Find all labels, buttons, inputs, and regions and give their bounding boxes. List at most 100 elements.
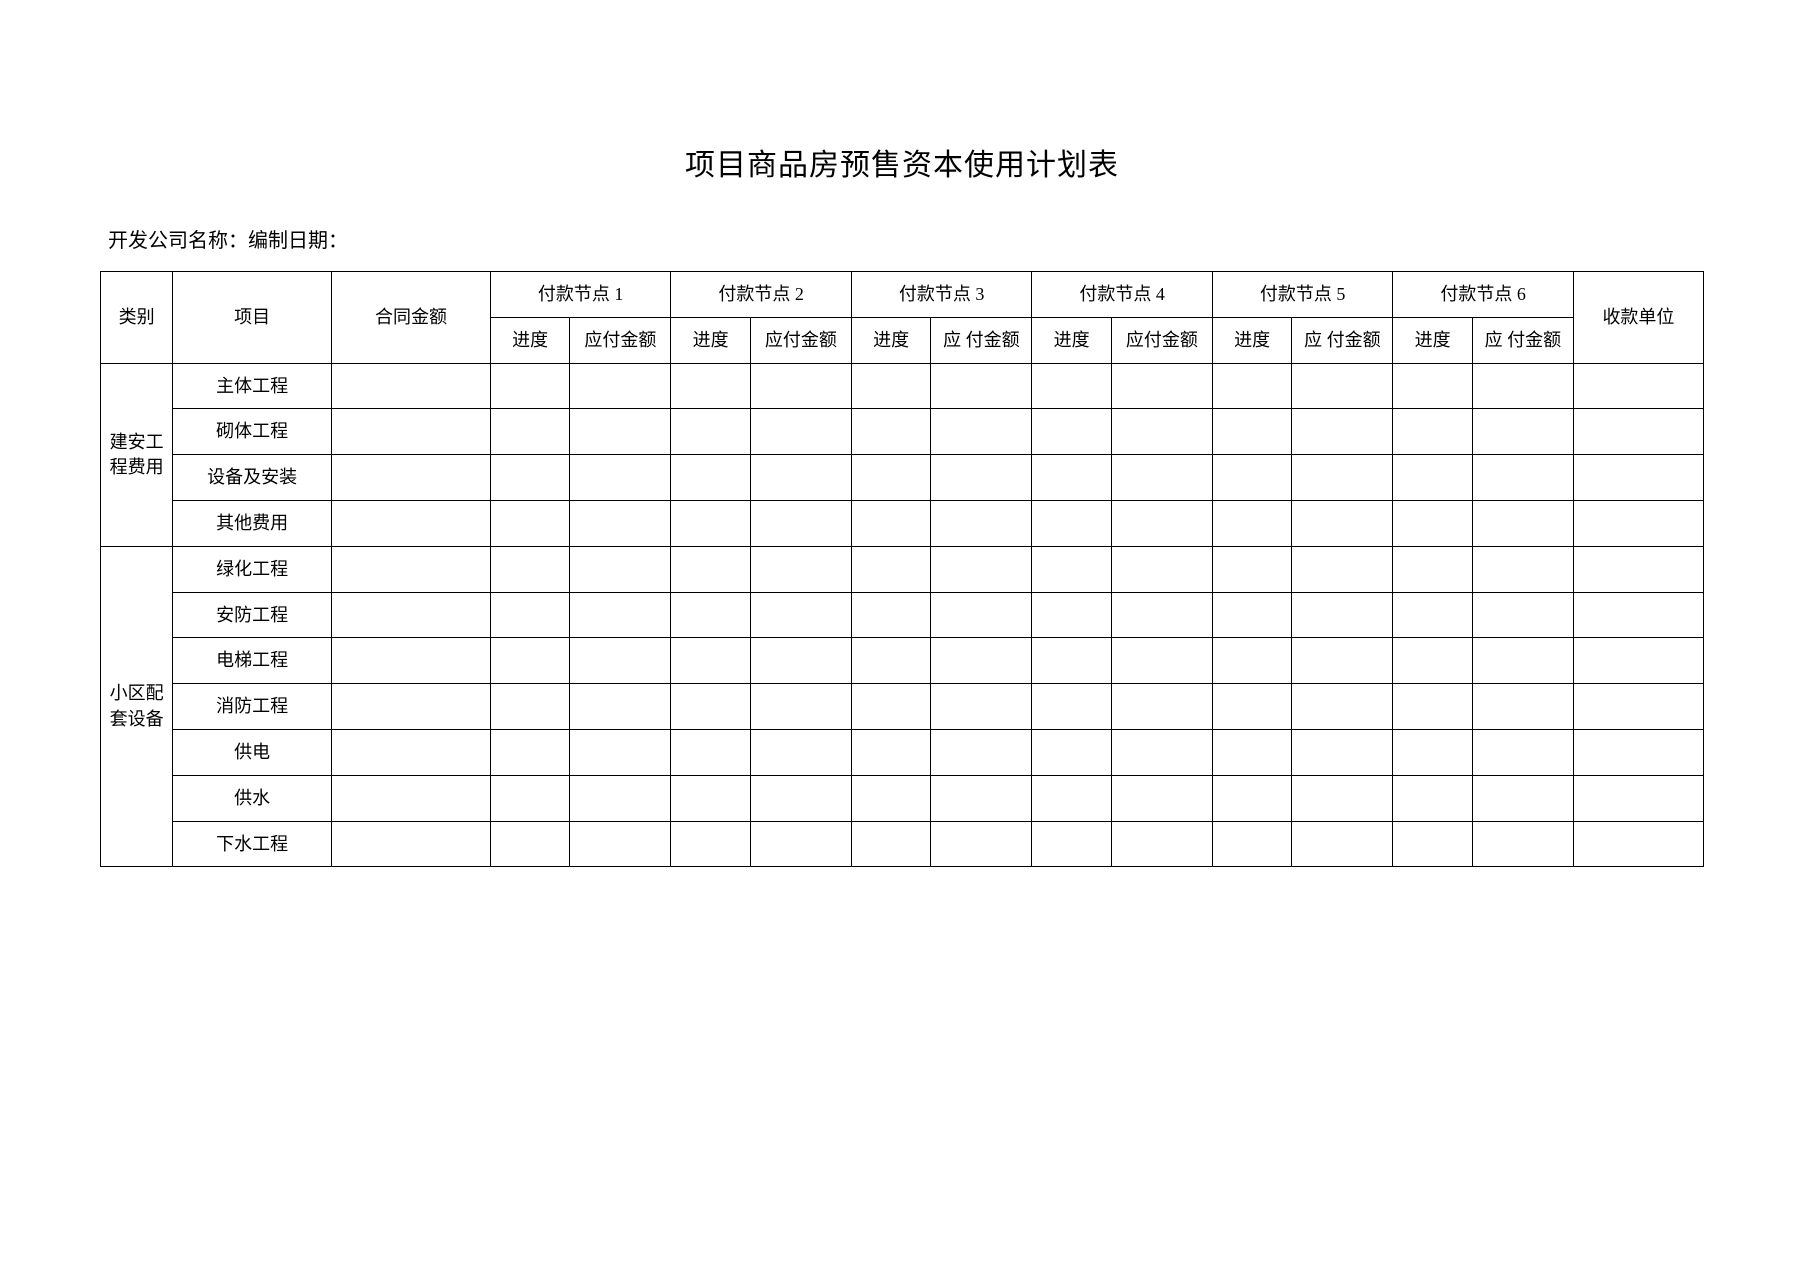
th-pay-4: 应付金额 xyxy=(1111,317,1212,363)
cell xyxy=(1212,684,1291,730)
th-prog-1: 进度 xyxy=(490,317,569,363)
cell xyxy=(1292,546,1393,592)
cell xyxy=(1212,775,1291,821)
cell xyxy=(1212,455,1291,501)
cell xyxy=(490,363,569,409)
item-cell: 绿化工程 xyxy=(173,546,332,592)
cell xyxy=(332,455,491,501)
cell xyxy=(332,729,491,775)
item-cell: 安防工程 xyxy=(173,592,332,638)
cell xyxy=(1472,775,1573,821)
cell xyxy=(1393,500,1472,546)
cell xyxy=(1472,455,1573,501)
cell xyxy=(1472,500,1573,546)
table-row: 电梯工程 xyxy=(101,638,1704,684)
cell xyxy=(1573,775,1703,821)
cell xyxy=(1032,821,1111,867)
cell xyxy=(1212,729,1291,775)
cell xyxy=(490,684,569,730)
cell xyxy=(1032,500,1111,546)
th-prog-2: 进度 xyxy=(671,317,750,363)
cell xyxy=(1212,638,1291,684)
cell xyxy=(1472,409,1573,455)
th-pay-5: 应 付金额 xyxy=(1292,317,1393,363)
table-row: 其他费用 xyxy=(101,500,1704,546)
table-row: 供水 xyxy=(101,775,1704,821)
cell xyxy=(750,363,851,409)
cell xyxy=(931,638,1032,684)
cell xyxy=(1393,684,1472,730)
th-node2: 付款节点 2 xyxy=(671,272,852,318)
cell xyxy=(1111,592,1212,638)
cell xyxy=(931,546,1032,592)
cell xyxy=(1111,775,1212,821)
cell xyxy=(1393,821,1472,867)
item-cell: 设备及安装 xyxy=(173,455,332,501)
cell xyxy=(851,500,930,546)
cell xyxy=(1032,684,1111,730)
cell xyxy=(1032,409,1111,455)
cell xyxy=(1292,500,1393,546)
cell xyxy=(1212,409,1291,455)
cell xyxy=(1292,455,1393,501)
cell xyxy=(1393,638,1472,684)
cell xyxy=(570,455,671,501)
subtitle-row: 开发公司名称：编制日期： xyxy=(100,224,1704,253)
cell xyxy=(1292,729,1393,775)
cell xyxy=(490,455,569,501)
table-row: 安防工程 xyxy=(101,592,1704,638)
table-row: 设备及安装 xyxy=(101,455,1704,501)
cell xyxy=(750,455,851,501)
table-body: 建安工程费用 主体工程 砌体工程 设备及安装 xyxy=(101,363,1704,867)
cell xyxy=(332,684,491,730)
cell xyxy=(851,684,930,730)
th-pay-2: 应付金额 xyxy=(750,317,851,363)
cell xyxy=(750,821,851,867)
cat-cell-1: 小区配套设备 xyxy=(101,546,173,867)
cell xyxy=(1111,684,1212,730)
cell xyxy=(1212,500,1291,546)
cell xyxy=(1573,821,1703,867)
item-cell: 消防工程 xyxy=(173,684,332,730)
item-cell: 供水 xyxy=(173,775,332,821)
cell xyxy=(1212,821,1291,867)
cell xyxy=(851,821,930,867)
item-cell: 其他费用 xyxy=(173,500,332,546)
cell xyxy=(1032,455,1111,501)
cell xyxy=(1111,455,1212,501)
th-node6: 付款节点 6 xyxy=(1393,272,1574,318)
cell xyxy=(1472,592,1573,638)
cell xyxy=(332,592,491,638)
cell xyxy=(332,821,491,867)
cell xyxy=(931,409,1032,455)
cell xyxy=(490,775,569,821)
cell xyxy=(851,592,930,638)
cell xyxy=(490,500,569,546)
cell xyxy=(570,363,671,409)
cell xyxy=(671,729,750,775)
th-prog-6: 进度 xyxy=(1393,317,1472,363)
item-cell: 电梯工程 xyxy=(173,638,332,684)
cell xyxy=(1111,500,1212,546)
cat-cell-0: 建安工程费用 xyxy=(101,363,173,546)
date-label: 编制日期： xyxy=(248,230,348,252)
cell xyxy=(931,821,1032,867)
cell xyxy=(851,363,930,409)
header-row-1: 类别 项目 合同金额 付款节点 1 付款节点 2 付款节点 3 付款节点 4 付… xyxy=(101,272,1704,318)
cell xyxy=(1032,546,1111,592)
cell xyxy=(931,729,1032,775)
cell xyxy=(1393,775,1472,821)
cell xyxy=(490,592,569,638)
th-pay-1: 应付金额 xyxy=(570,317,671,363)
th-node3: 付款节点 3 xyxy=(851,272,1032,318)
cell xyxy=(1393,455,1472,501)
cell xyxy=(1111,729,1212,775)
item-cell: 砌体工程 xyxy=(173,409,332,455)
cell xyxy=(1573,546,1703,592)
cell xyxy=(490,821,569,867)
cell xyxy=(1573,684,1703,730)
cell xyxy=(1393,409,1472,455)
cell xyxy=(851,638,930,684)
th-payee: 收款单位 xyxy=(1573,272,1703,364)
cell xyxy=(931,775,1032,821)
